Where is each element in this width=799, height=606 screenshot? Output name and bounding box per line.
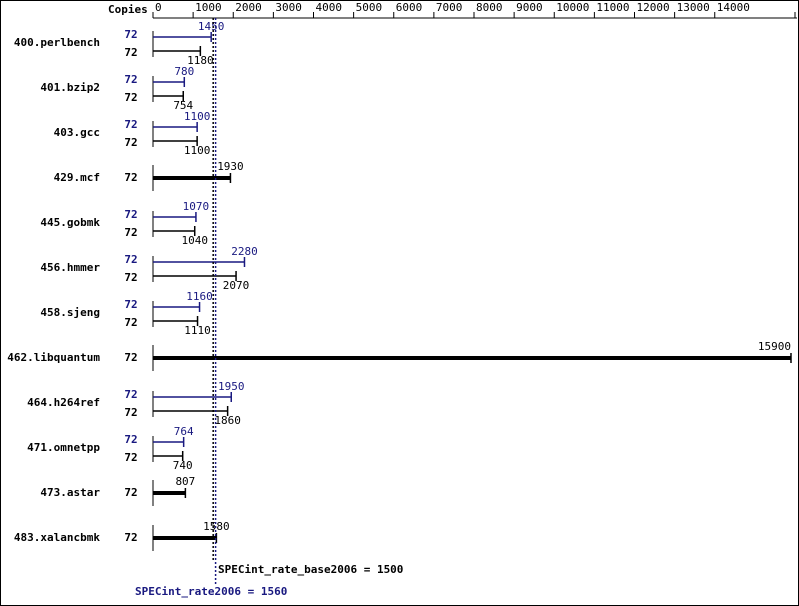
- value-label: 1100: [184, 110, 211, 123]
- copies: 72: [124, 531, 137, 544]
- x-tick-label: 1000: [195, 1, 222, 14]
- value-label: 1180: [187, 54, 214, 67]
- value-label: 1160: [186, 290, 213, 303]
- x-tick-label: 16000: [797, 1, 799, 14]
- copies: 72: [124, 486, 137, 499]
- value-label: 2280: [231, 245, 258, 258]
- copies: 72: [124, 226, 137, 239]
- category-label: 458.sjeng: [40, 306, 100, 319]
- copies: 72: [124, 118, 137, 131]
- value-label: 740: [173, 459, 193, 472]
- x-tick-label: 7000: [436, 1, 463, 14]
- reference-label: SPECint_rate2006 = 1560: [135, 585, 287, 598]
- copies: 72: [124, 388, 137, 401]
- category-label: 400.perlbench: [14, 36, 100, 49]
- value-label: 780: [174, 65, 194, 78]
- category-label: 462.libquantum: [7, 351, 100, 364]
- value-label: 1110: [184, 324, 211, 337]
- x-tick-label: 4000: [316, 1, 343, 14]
- value-label: 1040: [181, 234, 208, 247]
- value-label: 807: [175, 475, 195, 488]
- x-tick-label: 10000: [556, 1, 589, 14]
- category-label: 429.mcf: [54, 171, 100, 184]
- copies-header: Copies: [108, 3, 148, 16]
- value-label: 1070: [183, 200, 210, 213]
- category-label: 401.bzip2: [40, 81, 100, 94]
- copies: 72: [124, 28, 137, 41]
- copies: 72: [124, 298, 137, 311]
- x-tick-label: 11000: [596, 1, 629, 14]
- x-tick-label: 0: [155, 1, 162, 14]
- copies: 72: [124, 316, 137, 329]
- value-label: 15900: [758, 340, 791, 353]
- value-label: 1860: [214, 414, 241, 427]
- copies: 72: [124, 171, 137, 184]
- value-label: 1580: [203, 520, 230, 533]
- value-label: 1100: [184, 144, 211, 157]
- copies: 72: [124, 406, 137, 419]
- x-tick-label: 3000: [275, 1, 302, 14]
- category-label: 456.hmmer: [40, 261, 100, 274]
- x-tick-label: 12000: [637, 1, 670, 14]
- x-tick-label: 8000: [476, 1, 503, 14]
- category-label: 403.gcc: [54, 126, 100, 139]
- copies: 72: [124, 46, 137, 59]
- copies: 72: [124, 73, 137, 86]
- copies: 72: [124, 351, 137, 364]
- value-label: 1450: [198, 20, 225, 33]
- x-tick-label: 9000: [516, 1, 543, 14]
- value-label: 1930: [217, 160, 244, 173]
- value-label: 1950: [218, 380, 245, 393]
- reference-label: SPECint_rate_base2006 = 1500: [218, 563, 403, 576]
- category-label: 471.omnetpp: [27, 441, 100, 454]
- copies: 72: [124, 433, 137, 446]
- x-tick-label: 13000: [677, 1, 710, 14]
- value-label: 2070: [223, 279, 250, 292]
- category-label: 483.xalancbmk: [14, 531, 100, 544]
- copies: 72: [124, 136, 137, 149]
- x-tick-label: 14000: [717, 1, 750, 14]
- category-label: 473.astar: [40, 486, 100, 499]
- x-tick-label: 6000: [396, 1, 423, 14]
- copies: 72: [124, 451, 137, 464]
- category-label: 445.gobmk: [40, 216, 100, 229]
- x-tick-label: 5000: [356, 1, 383, 14]
- copies: 72: [124, 91, 137, 104]
- copies: 72: [124, 271, 137, 284]
- value-label: 764: [174, 425, 194, 438]
- copies: 72: [124, 253, 137, 266]
- value-label: 754: [173, 99, 193, 112]
- x-tick-label: 2000: [235, 1, 262, 14]
- copies: 72: [124, 208, 137, 221]
- category-label: 464.h264ref: [27, 396, 100, 409]
